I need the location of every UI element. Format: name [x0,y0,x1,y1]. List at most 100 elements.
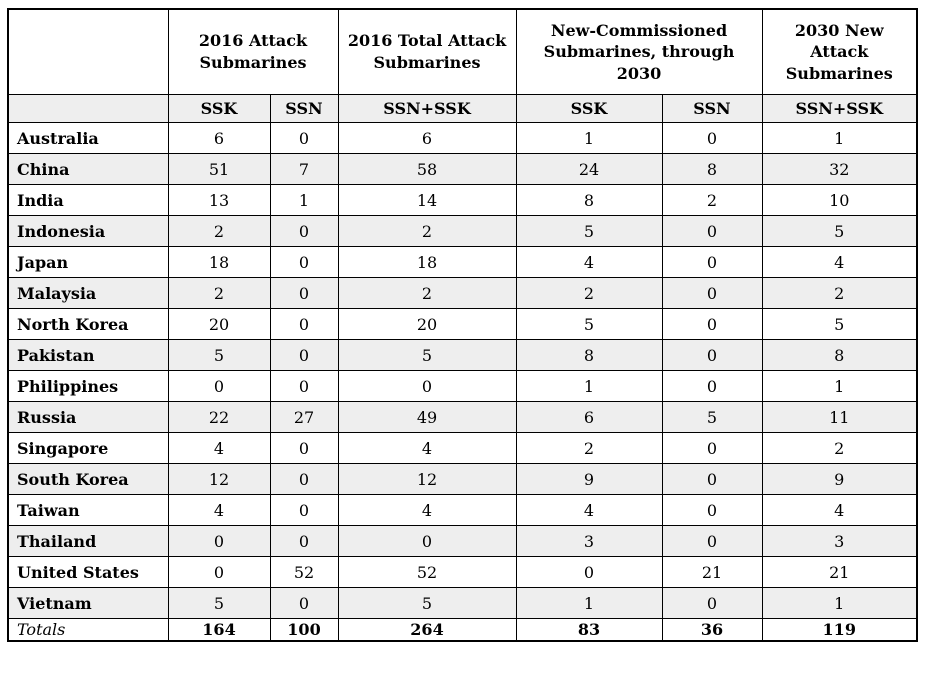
value-cell: 21 [661,556,763,588]
value-cell: 0 [661,432,763,464]
value-cell: 6 [515,401,663,433]
value-cell: 27 [269,401,339,433]
value-cell: 0 [269,339,339,371]
sub-header-ssn-2030: SSN [661,94,763,123]
value-cell: 0 [661,339,763,371]
totals-row: Totals 164 100 264 83 36 119 [7,618,918,642]
value-cell: 2 [337,215,517,247]
table-row: China 51 7 58 24 8 32 [7,153,918,185]
table-row: Taiwan 4 0 4 4 0 4 [7,494,918,526]
sub-header-ssk-2016: SSK [167,94,271,123]
group-header-row: 2016 Attack Submarines 2016 Total Attack… [7,8,918,95]
value-cell: 0 [167,370,271,402]
value-cell: 9 [515,463,663,495]
value-cell: 18 [167,246,271,278]
value-cell: 14 [337,184,517,216]
value-cell: 0 [269,277,339,309]
value-cell: 5 [337,587,517,619]
value-cell: 5 [167,339,271,371]
value-cell: 24 [515,153,663,185]
table-row: Malaysia 2 0 2 2 0 2 [7,277,918,309]
value-cell: 1 [761,370,918,402]
country-cell: Australia [7,122,169,154]
table-row: Philippines 0 0 0 1 0 1 [7,370,918,402]
value-cell: 0 [269,308,339,340]
value-cell: 5 [661,401,763,433]
value-cell: 2 [515,277,663,309]
value-cell: 0 [661,122,763,154]
value-cell: 11 [761,401,918,433]
value-cell: 2 [167,277,271,309]
column-group-header-new-commissioned: New-Commissioned Submarines, through 203… [515,8,763,95]
country-cell: Vietnam [7,587,169,619]
table-footer: Totals 164 100 264 83 36 119 [7,618,918,642]
value-cell: 0 [269,215,339,247]
value-cell: 0 [337,370,517,402]
value-cell: 22 [167,401,271,433]
value-cell: 0 [661,308,763,340]
country-cell: Singapore [7,432,169,464]
value-cell: 2 [761,432,918,464]
value-cell: 8 [515,339,663,371]
submarines-table: 2016 Attack Submarines 2016 Total Attack… [7,8,918,642]
value-cell: 0 [337,525,517,557]
value-cell: 0 [661,370,763,402]
value-cell: 32 [761,153,918,185]
country-cell: Thailand [7,525,169,557]
value-cell: 51 [167,153,271,185]
value-cell: 4 [167,494,271,526]
value-cell: 4 [337,494,517,526]
table-row: Pakistan 5 0 5 8 0 8 [7,339,918,371]
column-group-header-2016-attack: 2016 Attack Submarines [167,8,339,95]
country-cell: Malaysia [7,277,169,309]
table-row: Indonesia 2 0 2 5 0 5 [7,215,918,247]
submarines-table-container: 2016 Attack Submarines 2016 Total Attack… [7,8,918,642]
value-cell: 0 [661,587,763,619]
country-cell: Taiwan [7,494,169,526]
value-cell: 0 [269,494,339,526]
table-row: Japan 18 0 18 4 0 4 [7,246,918,278]
country-cell: Russia [7,401,169,433]
value-cell: 4 [167,432,271,464]
column-group-header-2016-total: 2016 Total Attack Submarines [337,8,517,95]
table-row: South Korea 12 0 12 9 0 9 [7,463,918,495]
sub-header-ssk-2030: SSK [515,94,663,123]
value-cell: 0 [661,246,763,278]
value-cell: 5 [515,215,663,247]
value-cell: 1 [761,122,918,154]
country-cell: North Korea [7,308,169,340]
value-cell: 20 [167,308,271,340]
value-cell: 20 [337,308,517,340]
totals-label: Totals [7,618,169,642]
table-row: Thailand 0 0 0 3 0 3 [7,525,918,557]
country-cell: India [7,184,169,216]
value-cell: 2 [661,184,763,216]
sub-header-ssn-2016: SSN [269,94,339,123]
value-cell: 0 [269,587,339,619]
table-row: Russia 22 27 49 6 5 11 [7,401,918,433]
country-cell: South Korea [7,463,169,495]
table-row: North Korea 20 0 20 5 0 5 [7,308,918,340]
value-cell: 8 [515,184,663,216]
value-cell: 2 [761,277,918,309]
totals-value-cell: 100 [269,618,339,642]
value-cell: 0 [167,525,271,557]
totals-value-cell: 264 [337,618,517,642]
value-cell: 1 [515,587,663,619]
value-cell: 21 [761,556,918,588]
value-cell: 1 [761,587,918,619]
sub-header-ssnssk-2030: SSN+SSK [761,94,918,123]
value-cell: 4 [761,494,918,526]
corner-cell [7,8,169,95]
value-cell: 9 [761,463,918,495]
value-cell: 2 [337,277,517,309]
value-cell: 0 [661,525,763,557]
value-cell: 49 [337,401,517,433]
value-cell: 8 [661,153,763,185]
table-row: India 13 1 14 8 2 10 [7,184,918,216]
value-cell: 5 [761,308,918,340]
value-cell: 0 [269,432,339,464]
column-group-header-2030-new: 2030 New Attack Submarines [761,8,918,95]
value-cell: 0 [661,463,763,495]
value-cell: 4 [337,432,517,464]
